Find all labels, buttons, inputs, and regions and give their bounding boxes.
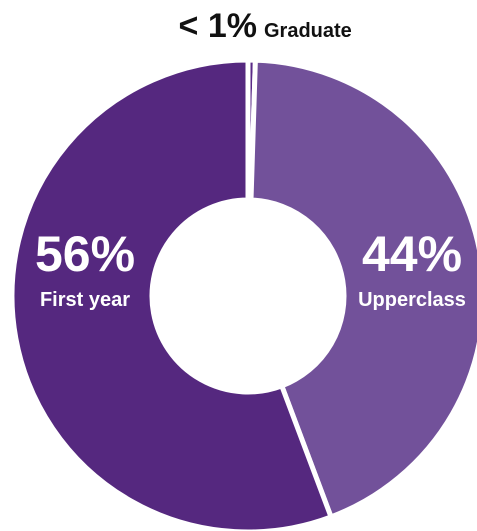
upperclass-pct-label: 44% bbox=[362, 226, 462, 282]
slice-first-year bbox=[9, 57, 335, 531]
donut-slices bbox=[9, 57, 477, 531]
first-year-name-label: First year bbox=[40, 289, 130, 311]
upperclass-name-label: Upperclass bbox=[358, 289, 466, 311]
graduate-name-label: Graduate bbox=[264, 20, 352, 42]
graduate-pct-label: < 1% bbox=[179, 7, 257, 45]
slice-upperclass bbox=[248, 57, 477, 521]
first-year-pct-label: 56% bbox=[35, 226, 135, 282]
